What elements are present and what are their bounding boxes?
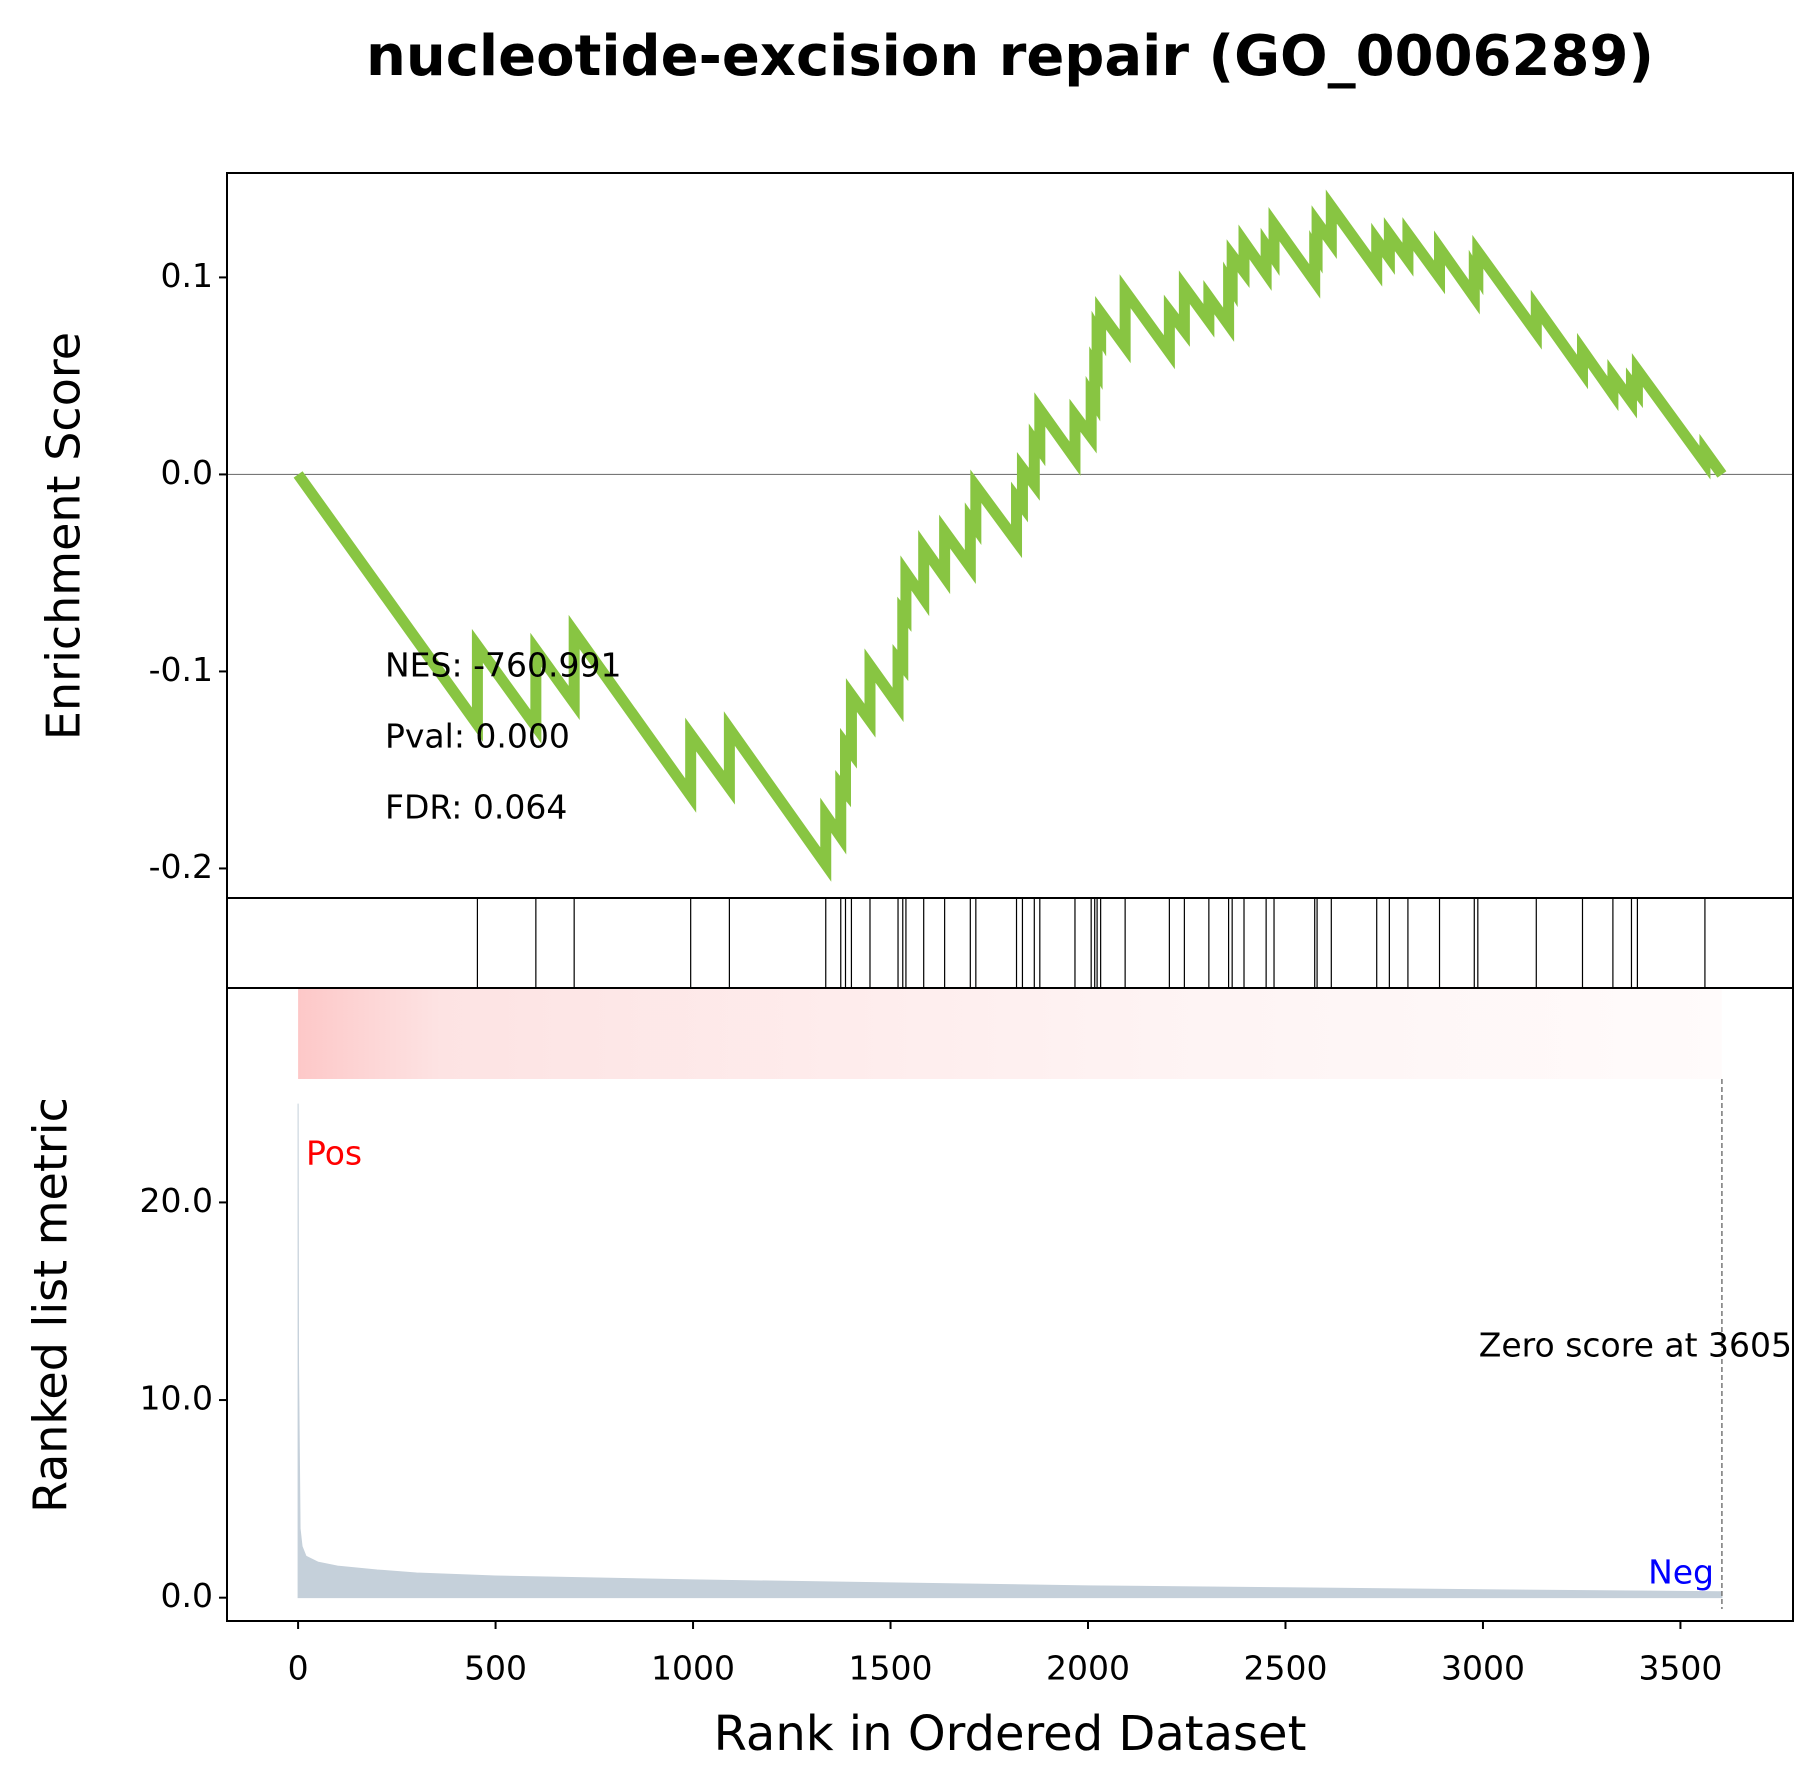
x-tick-label: 500 [464, 1649, 527, 1688]
panel-frame [226, 897, 1794, 989]
stat-annotation: FDR: 0.064 [385, 788, 567, 827]
x-tick-label: 3000 [1441, 1649, 1525, 1688]
y-tick-label: 20.0 [140, 1181, 213, 1220]
pos-label: Pos [306, 1134, 362, 1173]
x-tick-label: 1500 [849, 1649, 933, 1688]
y-tick-label: 0.0 [161, 1576, 213, 1615]
zero-score-label: Zero score at 3605 [1479, 1326, 1792, 1365]
y-axis-label: Ranked list metric [24, 1097, 78, 1513]
metric-area [297, 1103, 1723, 1599]
x-tick-label: 2000 [1046, 1649, 1130, 1688]
y-tick-label: 10.0 [140, 1379, 213, 1418]
y-tick-label: 0.1 [161, 256, 213, 295]
y-tick-label: -0.1 [149, 650, 213, 689]
x-tick-label: 3500 [1638, 1649, 1722, 1688]
neg-label: Neg [1648, 1553, 1714, 1592]
x-tick-label: 2500 [1243, 1649, 1327, 1688]
panel-frame [226, 987, 1794, 1622]
x-axis-label: Rank in Ordered Dataset [714, 1706, 1307, 1762]
heat-strip [298, 988, 1722, 1079]
chart-title: nucleotide-excision repair (GO_0006289) [366, 24, 1654, 89]
y-tick-label: 0.0 [161, 453, 213, 492]
y-tick-label: -0.2 [149, 847, 213, 886]
stat-annotation: Pval: 0.000 [385, 717, 570, 756]
stat-annotation: NES: -760.991 [385, 646, 621, 685]
y-axis-label: Enrichment Score [37, 332, 91, 740]
es-line [293, 189, 1727, 882]
x-tick-label: 0 [288, 1649, 309, 1688]
x-tick-label: 1000 [651, 1649, 735, 1688]
